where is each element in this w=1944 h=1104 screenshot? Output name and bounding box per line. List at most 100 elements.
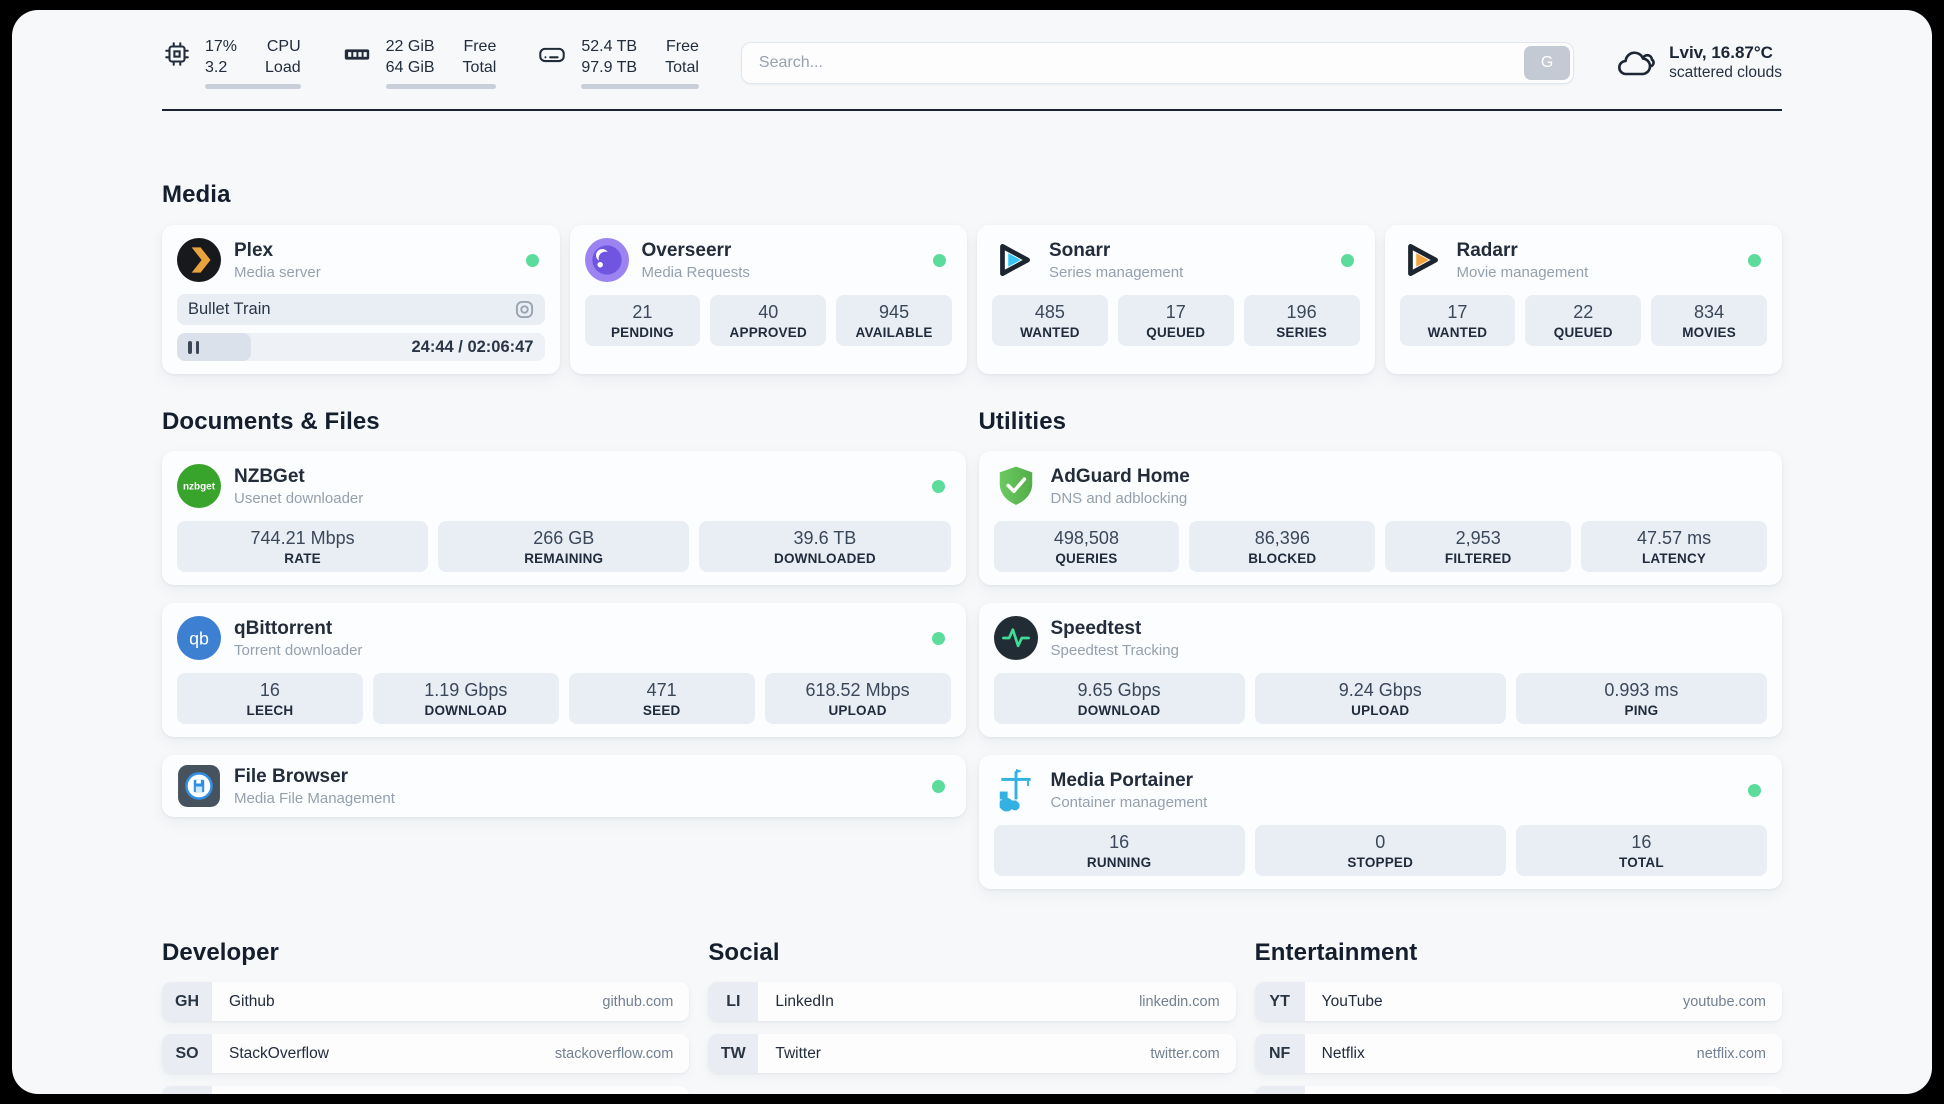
stat-tile: 266 GB REMAINING (438, 521, 690, 573)
bookmark-netflix[interactable]: NF Netflix netflix.com (1254, 1034, 1782, 1074)
stat-tile: 618.52 Mbps UPLOAD (764, 673, 951, 725)
speedtest-icon (993, 616, 1038, 661)
session-camera-icon (515, 300, 534, 319)
bookmark-github[interactable]: GH Github github.com (162, 982, 690, 1022)
adguard-icon (999, 466, 1032, 506)
bookmark-name: StackOverflow (229, 1044, 329, 1062)
bookmark-linkedin[interactable]: LI LinkedIn linkedin.com (708, 982, 1236, 1022)
overseerr-icon (584, 238, 629, 283)
app-name: Media Portainer (1050, 769, 1194, 791)
app-card-adguard[interactable]: AdGuard Home DNS and adblocking 498,508 Q… (978, 451, 1782, 586)
disk-total-value: 97.9 TB (581, 59, 638, 77)
section-title-entertainment: Entertainment (1254, 939, 1418, 967)
bookmark-abbr: DT (162, 1086, 212, 1094)
stat-tile: 47.57 ms LATENCY (1581, 521, 1767, 573)
stat-tile: 196 SERIES (1243, 295, 1360, 347)
status-dot-online (525, 253, 539, 267)
bookmark-abbr: SO (162, 1034, 212, 1074)
playback-progress-row: 24:44 / 02:06:47 (177, 333, 545, 362)
section-title-documents: Documents & Files (162, 408, 380, 436)
stat-tile: 17 QUEUED (1117, 295, 1234, 347)
app-name: qBittorrent (234, 617, 333, 639)
scattered-clouds-icon (1618, 51, 1655, 75)
status-dot-online (933, 253, 946, 267)
disk-icon (539, 47, 566, 63)
app-card-portainer[interactable]: Media Portainer Container management 16 R… (978, 755, 1782, 890)
stat-tile: 16 RUNNING (993, 825, 1245, 877)
app-card-qbittorrent[interactable]: qb qBittorrent Torrent downloader 16 LEEC… (162, 603, 966, 738)
nzbget-icon: nzbget (177, 464, 221, 509)
app-name: File Browser (234, 765, 349, 787)
app-subtitle: Torrent downloader (234, 641, 363, 659)
weather-condition: scattered clouds (1669, 64, 1782, 82)
stat-tile: 40 APPROVED (710, 295, 827, 347)
app-card-overseerr[interactable]: Overseerr Media Requests 21 PENDING 40 APP… (569, 225, 967, 375)
bookmark-abbr: TW (708, 1034, 759, 1074)
entertainment-column: Entertainment YT YouTube youtube.com NF … (1254, 939, 1782, 1094)
ram-free-label: Free (463, 38, 497, 55)
bookmark-domain: netflix.com (1696, 1045, 1766, 1062)
cpu-stat: 17% CPU 3.2 Load (162, 36, 301, 90)
stat-tile: 1.19 Gbps DOWNLOAD (372, 673, 559, 725)
cpu-label: CPU (266, 38, 301, 55)
stat-tile: 16 LEECH (177, 673, 363, 725)
utilities-column: Utilities AdGuard Home (978, 408, 1782, 890)
memory-stat: 22 GiB Free 64 GiB Total (341, 36, 497, 90)
bookmark-reddit[interactable]: RE Reddit reddit.com (1254, 1086, 1782, 1094)
disk-free-label: Free (665, 38, 699, 55)
bookmark-abbr: GH (162, 982, 212, 1022)
stat-tile: 0.993 ms PING (1515, 673, 1767, 725)
app-subtitle: Speedtest Tracking (1050, 641, 1179, 659)
search-bar: G (740, 41, 1575, 84)
disk-stat: 52.4 TB Free 97.9 TB Total (536, 36, 699, 90)
bookmark-name: Github (229, 992, 275, 1010)
stat-tile: 0 STOPPED (1254, 825, 1506, 877)
bookmark-youtube[interactable]: YT YouTube youtube.com (1254, 982, 1782, 1022)
portainer-icon (999, 769, 1031, 812)
pause-icon[interactable] (188, 340, 199, 354)
app-card-speedtest[interactable]: Speedtest Speedtest Tracking 9.65 Gbps DO… (978, 603, 1782, 738)
app-name: Sonarr (1049, 239, 1111, 261)
app-card-filebrowser[interactable]: File Browser Media File Management (162, 755, 966, 818)
bookmark-abbr: RE (1254, 1086, 1305, 1094)
app-subtitle: Movie management (1456, 263, 1589, 281)
system-stats: 17% CPU 3.2 Load 22 GiB Free 64 GiB (162, 36, 699, 90)
ram-icon (344, 49, 369, 60)
radarr-icon (1407, 244, 1438, 277)
status-dot-online (931, 779, 945, 793)
weather-location-temp: Lviv, 16.87°C (1669, 43, 1773, 63)
bookmark-twitter[interactable]: TW Twitter twitter.com (708, 1034, 1236, 1074)
status-dot-online (931, 479, 945, 493)
bookmark-name: YouTube (1321, 992, 1383, 1010)
bookmark-stackoverflow[interactable]: SO StackOverflow stackoverflow.com (162, 1034, 690, 1074)
section-title-media: Media (162, 181, 231, 209)
cpu-value: 17% (205, 38, 238, 55)
stat-tile: 9.24 Gbps UPLOAD (1254, 673, 1506, 725)
app-card-plex[interactable]: Plex Media server Bullet Train 24:44 / 0… (162, 225, 560, 375)
stat-tile: 945 AVAILABLE (836, 295, 952, 347)
search-input[interactable] (744, 53, 1525, 72)
ram-total-label: Total (462, 59, 497, 77)
cpu-icon (165, 42, 189, 66)
svg-text:nzbget: nzbget (183, 482, 216, 493)
app-name: NZBGet (234, 465, 305, 487)
playback-time: 24:44 / 02:06:47 (411, 337, 534, 356)
stat-tile: 485 WANTED (992, 295, 1108, 347)
app-card-radarr[interactable]: Radarr Movie management 17 WANTED 22 QUEUE… (1384, 225, 1782, 375)
cpu-load-value: 3.2 (205, 59, 228, 77)
disk-total-label: Total (665, 59, 699, 77)
bookmark-domain: github.com (602, 993, 674, 1010)
app-card-sonarr[interactable]: Sonarr Series management 485 WANTED 17 QUE… (977, 225, 1375, 375)
bookmark-abbr: YT (1254, 982, 1305, 1022)
header-divider (162, 109, 1782, 112)
search-engine-button[interactable]: G (1524, 45, 1571, 80)
app-subtitle: Media Requests (641, 263, 750, 281)
app-card-nzbget[interactable]: nzbget NZBGet Usenet downloader 744.21 M… (162, 451, 966, 586)
ram-total-value: 64 GiB (385, 59, 435, 77)
bookmark-domain: linkedin.com (1139, 993, 1220, 1010)
stat-tile: 86,396 BLOCKED (1189, 521, 1376, 573)
section-title-developer: Developer (162, 939, 279, 967)
stat-tile: 744.21 Mbps RATE (177, 521, 429, 573)
bookmark-dev[interactable]: DT DEV dev.to (162, 1086, 690, 1094)
stat-tile: 22 QUEUED (1525, 295, 1642, 347)
